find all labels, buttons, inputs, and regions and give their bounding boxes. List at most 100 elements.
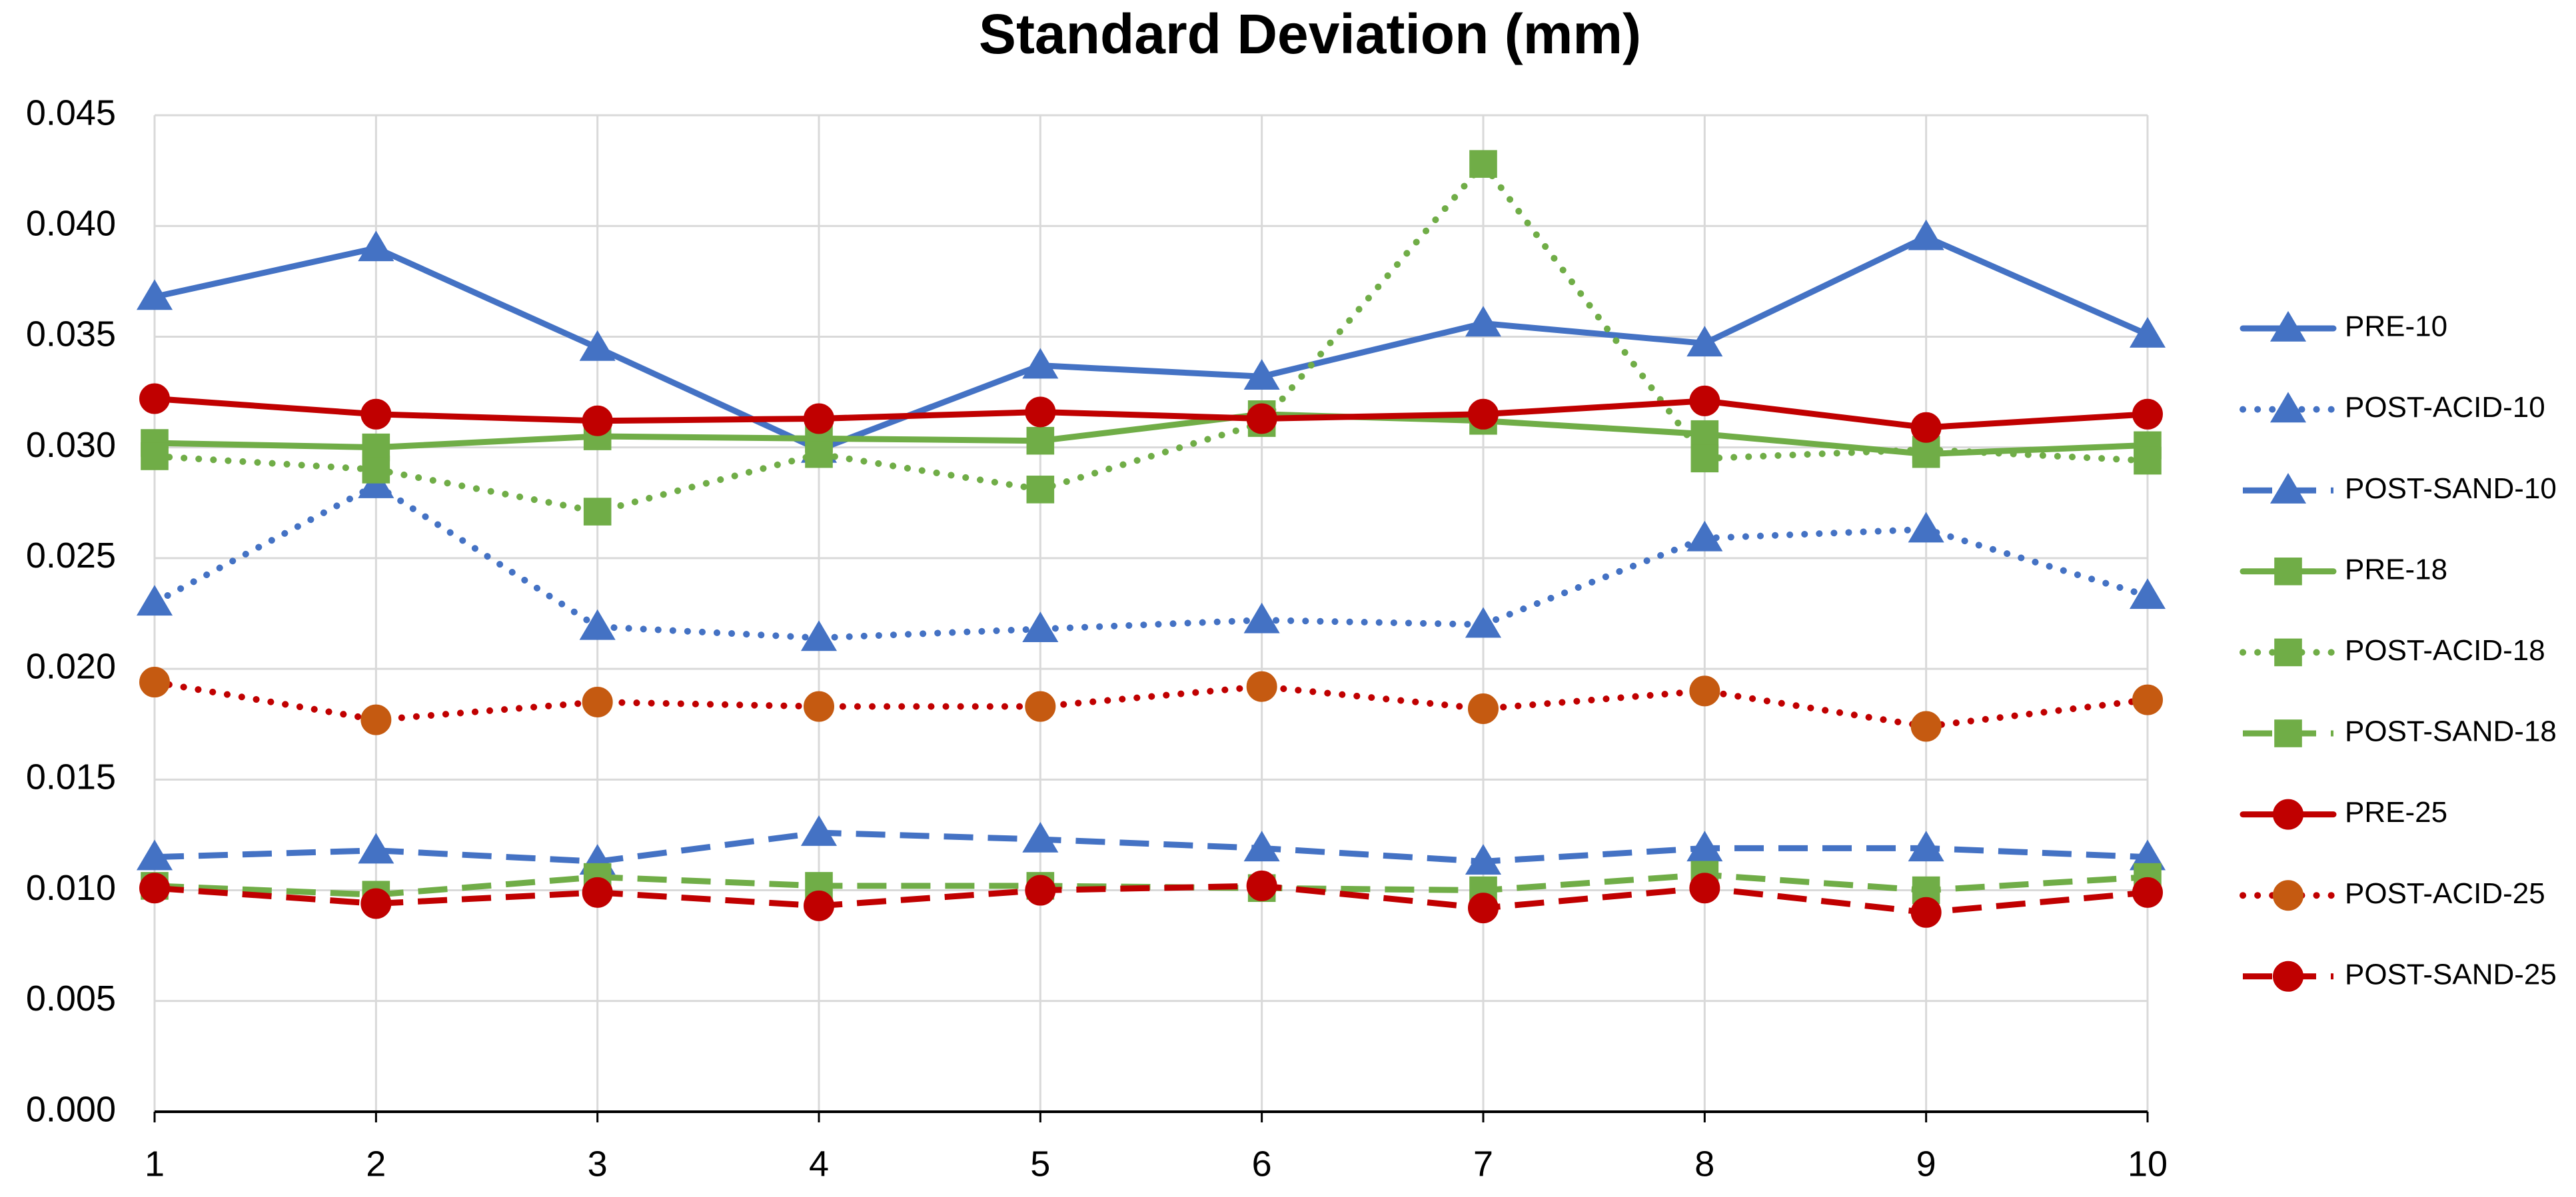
marker [579,330,616,361]
marker [362,456,390,484]
legend-label: PRE-18 [2345,553,2447,586]
legend-item: POST-SAND-18 [2243,715,2557,748]
marker [1910,711,1942,742]
marker [136,839,173,871]
x-tick-label: 8 [1694,1144,1714,1184]
legend-label: PRE-10 [2345,310,2447,343]
y-tick-label: 0.010 [26,868,116,908]
x-tick-label: 2 [366,1144,386,1184]
marker [2132,877,2163,908]
series-line [154,883,2148,916]
series-line [151,411,2151,458]
marker [1908,831,1944,862]
series [139,383,2163,443]
marker [1025,396,1056,428]
x-tick-label: 9 [1916,1144,1936,1184]
series-line [151,234,2151,453]
marker [1243,359,1280,390]
marker [2129,316,2166,348]
legend-item: POST-SAND-10 [2243,472,2557,505]
marker [360,704,392,735]
series-line [154,871,2148,898]
legend-marker [2274,638,2302,667]
marker [1468,398,1499,430]
marker [1022,348,1059,379]
marker [1468,893,1499,924]
series-line [151,679,2151,730]
series [136,815,2166,875]
marker [1469,150,1497,178]
marker [1689,675,1720,707]
y-tick-label: 0.020 [26,646,116,686]
legend-marker [2274,719,2302,747]
legend-marker [2269,473,2307,504]
marker [1025,691,1056,722]
legend-label: POST-ACID-10 [2345,391,2545,424]
marker [2132,398,2163,430]
marker [1465,844,1502,875]
marker [1686,831,1723,862]
marker [1690,444,1719,473]
marker [1246,671,1277,702]
marker [582,405,613,436]
marker [2132,684,2163,715]
legend-marker [2273,961,2303,992]
marker [1689,385,1720,416]
y-tick-label: 0.000 [26,1089,116,1129]
series-line [151,396,2151,431]
chart-title: Standard Deviation (mm) [979,3,1641,65]
series [141,150,2162,526]
legend-marker [2274,558,2302,586]
x-tick-label: 5 [1030,1144,1050,1184]
marker [2134,446,2162,475]
marker [139,873,170,904]
x-tick-label: 6 [1252,1144,1272,1184]
series-line [154,829,2148,865]
legend-item: PRE-18 [2240,553,2447,586]
legend-item: PRE-25 [2240,796,2447,830]
x-tick-label: 7 [1473,1144,1493,1184]
marker [358,230,394,262]
marker [1910,412,1942,443]
y-tick-label: 0.040 [26,203,116,243]
legend-item: POST-ACID-10 [2240,391,2545,424]
marker [1908,512,1944,543]
marker [1689,873,1720,904]
series [139,870,2163,928]
x-tick-label: 4 [809,1144,829,1184]
marker [141,442,169,470]
marker [1465,607,1502,638]
marker [1246,403,1277,434]
marker [804,691,834,722]
marker [136,585,173,616]
marker [1022,821,1059,853]
marker [1026,426,1055,455]
marker [1243,602,1280,633]
series-line [151,161,2151,516]
marker [804,403,834,434]
x-tick-label: 10 [2128,1144,2168,1184]
legend-item: POST-ACID-25 [2240,877,2545,911]
marker [360,888,392,919]
legend-marker [2269,310,2307,342]
legend-label: PRE-25 [2345,796,2447,829]
y-tick-label: 0.005 [26,979,116,1018]
marker [1243,831,1280,862]
marker [139,667,170,698]
y-tick-label: 0.035 [26,314,116,354]
y-tick-label: 0.025 [26,536,116,576]
marker [582,686,613,717]
series [139,667,2163,742]
marker [1908,219,1944,250]
marker [1468,693,1499,724]
series-line [151,482,2151,641]
marker [805,440,833,468]
legend-marker [2273,799,2303,830]
x-tick-label: 1 [145,1144,165,1184]
marker [360,398,392,430]
legend-label: POST-ACID-18 [2345,634,2545,667]
legend-marker [2273,880,2303,911]
